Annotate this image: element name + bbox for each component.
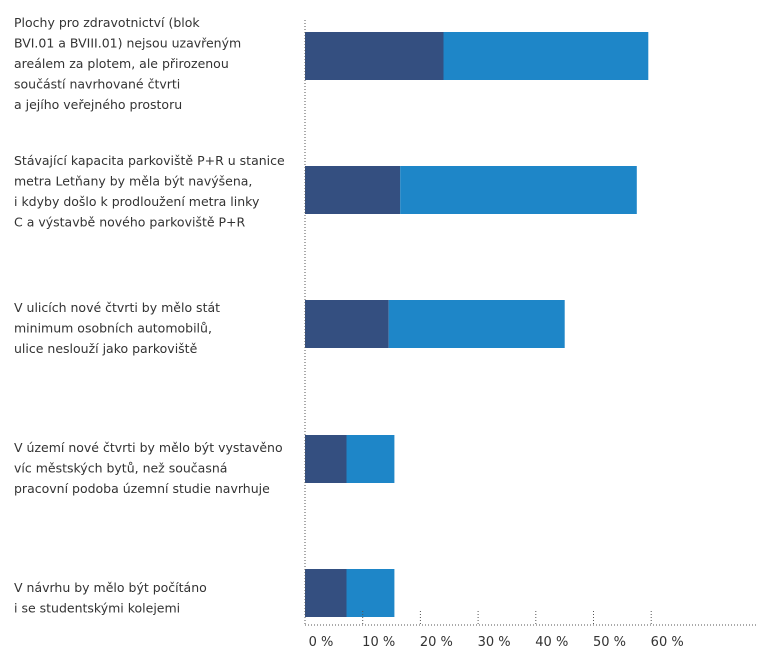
bar-1-segment-2 [443, 32, 649, 80]
category-label-line: areálem za plotem, ale přirozenou [14, 56, 229, 71]
category-label-line: BVI.01 a BVIII.01) nejsou uzavřeným [14, 36, 241, 51]
bars [305, 32, 649, 617]
bar-4-segment-1 [305, 435, 347, 483]
category-label-line: víc městských bytů, než současná [14, 461, 227, 476]
category-label-line: pracovní podoba územní studie navrhuje [14, 481, 270, 496]
category-label-5: V návrhu by mělo být počítáno i se studen… [14, 580, 207, 616]
category-label-line: metra Letňany by měla být navýšena, [14, 174, 252, 189]
x-tick-label: 30 % [478, 635, 511, 650]
category-label-line: a jejího veřejného prostoru [14, 97, 182, 112]
category-labels: Plochy pro zdravotnictví (blok BVI.01 a B… [14, 15, 285, 616]
x-tick-label: 50 % [593, 635, 626, 650]
category-label-line: V návrhu by mělo být počítáno [14, 580, 207, 595]
x-tick-label: 20 % [420, 635, 453, 650]
category-label-4: V území nové čtvrti by mělo být vystavěn… [14, 440, 283, 496]
category-label-1: Plochy pro zdravotnictví (blok BVI.01 a B… [14, 15, 241, 112]
bar-3-segment-1 [305, 300, 389, 348]
category-label-line: i kdyby došlo k prodloužení metra linky [14, 194, 260, 209]
category-label-line: minimum osobních automobilů, [14, 321, 212, 336]
bar-5-segment-1 [305, 569, 347, 617]
category-label-2: Stávající kapacita parkoviště P+R u stan… [14, 153, 285, 230]
category-label-line: V ulicích nové čtvrti by mělo stát [14, 300, 220, 315]
category-label-line: C a výstavbě nového parkoviště P+R [14, 215, 246, 230]
bar-4-segment-2 [346, 435, 395, 483]
x-tick-label: 40 % [535, 635, 568, 650]
category-label-line: ulice neslouží jako parkoviště [14, 341, 198, 356]
bar-1-segment-1 [305, 32, 444, 80]
bar-5-segment-2 [346, 569, 395, 617]
category-label-line: Stávající kapacita parkoviště P+R u stan… [14, 153, 285, 168]
x-tick-label: 60 % [651, 635, 684, 650]
x-axis: 0 % 10 % 20 % 30 % 40 % 50 % 60 % [304, 20, 758, 650]
bar-3-segment-2 [388, 300, 565, 348]
x-tick-label: 0 % [309, 635, 334, 650]
category-label-line: součástí navrhované čtvrti [14, 77, 180, 92]
bar-2-segment-2 [400, 166, 637, 214]
category-label-line: i se studentskými kolejemi [14, 601, 180, 616]
x-tick-label: 10 % [362, 635, 395, 650]
bar-2-segment-1 [305, 166, 401, 214]
category-label-line: Plochy pro zdravotnictví (blok [14, 15, 200, 30]
category-label-line: V území nové čtvrti by mělo být vystavěn… [14, 440, 283, 455]
category-label-3: V ulicích nové čtvrti by mělo stát minimu… [14, 300, 220, 356]
